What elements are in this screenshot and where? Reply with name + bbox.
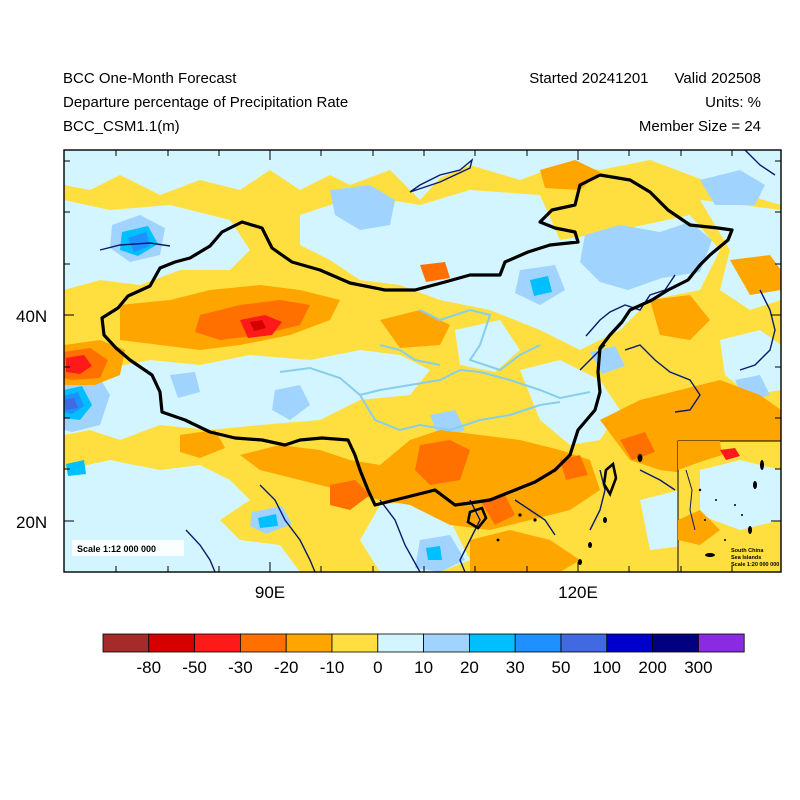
colorbar-swatch: [423, 633, 470, 653]
units-label: Units: %: [705, 94, 761, 111]
colorbar-label: -50: [182, 658, 207, 677]
colorbar-label: 10: [414, 658, 433, 677]
inset-title-1: South China: [731, 548, 764, 554]
colorbar-label: 20: [460, 658, 479, 677]
colorbar-label: 100: [593, 658, 621, 677]
plot-frame: [63, 149, 782, 573]
south-china-sea-inset: South China Sea Islands Scale 1:20 000 0…: [677, 440, 782, 573]
inset-title-2: Sea Islands: [731, 555, 761, 561]
colorbar-swatch: [102, 633, 150, 653]
colorbar-label: -10: [320, 658, 345, 677]
colorbar-label: -80: [137, 658, 162, 677]
coastlines: [99, 150, 776, 572]
lat-label-40n: 40N: [16, 307, 47, 326]
colorbar-swatch: [468, 633, 516, 653]
colorbar-label: 200: [638, 658, 666, 677]
china-border: [100, 173, 734, 507]
colorbar-swatch: [606, 633, 653, 653]
map-title: BCC One-Month Forecast: [63, 70, 237, 87]
colorbar-swatch: [514, 633, 562, 653]
colorbar-label: 0: [373, 658, 382, 677]
member-size: Member Size = 24: [638, 118, 761, 135]
precipitation-field: Scale 1:12 000 000: [64, 150, 781, 572]
model-name: BCC_CSM1.1(m): [63, 118, 180, 135]
island-dots: [496, 454, 643, 565]
variable-name: Departure percentage of Precipitation Ra…: [63, 94, 349, 111]
rivers: [279, 308, 591, 432]
colorbar: -80 -50 -30 -20 -10 0 10 20 30 50 100 200 300: [102, 633, 745, 677]
zone-50-100: [64, 398, 78, 410]
colorbar-swatch: [148, 633, 196, 653]
valid-date: Valid 202508: [674, 70, 761, 87]
lon-label-120e: 120E: [558, 583, 598, 602]
started-date: Started 20241201: [529, 70, 649, 87]
colorbar-label: 30: [506, 658, 525, 677]
colorbar-label: -20: [274, 658, 299, 677]
colorbar-label: 300: [684, 658, 712, 677]
colorbar-swatch: [377, 633, 424, 653]
hainan-island: [466, 506, 488, 530]
colorbar-swatch: [560, 633, 608, 653]
colorbar-label: -30: [228, 658, 253, 677]
colorbar-swatch: [285, 633, 333, 653]
taiwan-island: [602, 461, 618, 497]
colorbar-swatch: [331, 633, 379, 653]
lat-label-20n: 20N: [16, 513, 47, 532]
colorbar-swatch: [652, 633, 699, 653]
colorbar-swatch: [194, 633, 241, 653]
scale-note: Scale 1:12 000 000: [77, 544, 156, 554]
colorbar-swatch: [239, 633, 287, 653]
date-info: Started 20241201 Valid 202508: [529, 70, 761, 88]
colorbar-label: 50: [552, 658, 571, 677]
colorbar-swatch: [698, 633, 745, 653]
zone-neg50-80: [250, 320, 266, 331]
lon-label-90e: 90E: [255, 583, 285, 602]
inset-scale: Scale 1:20 000 000: [731, 562, 779, 568]
ticks: [64, 150, 781, 572]
scale-bg: [72, 540, 184, 556]
